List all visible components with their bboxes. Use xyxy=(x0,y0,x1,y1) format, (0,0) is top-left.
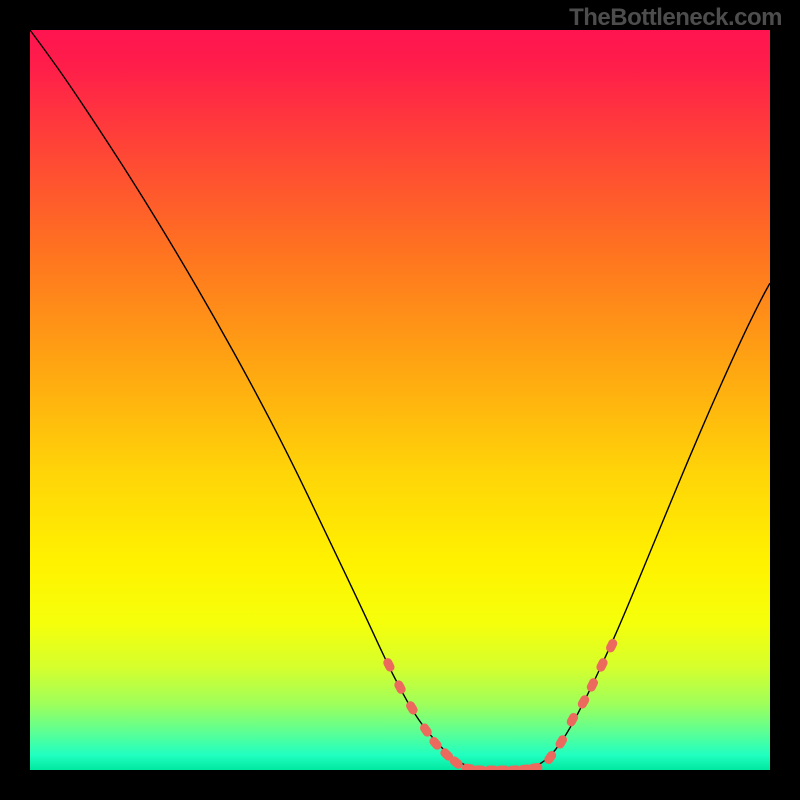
chart-background xyxy=(30,30,770,770)
watermark-text: TheBottleneck.com xyxy=(569,4,782,32)
bottleneck-chart xyxy=(30,30,770,770)
